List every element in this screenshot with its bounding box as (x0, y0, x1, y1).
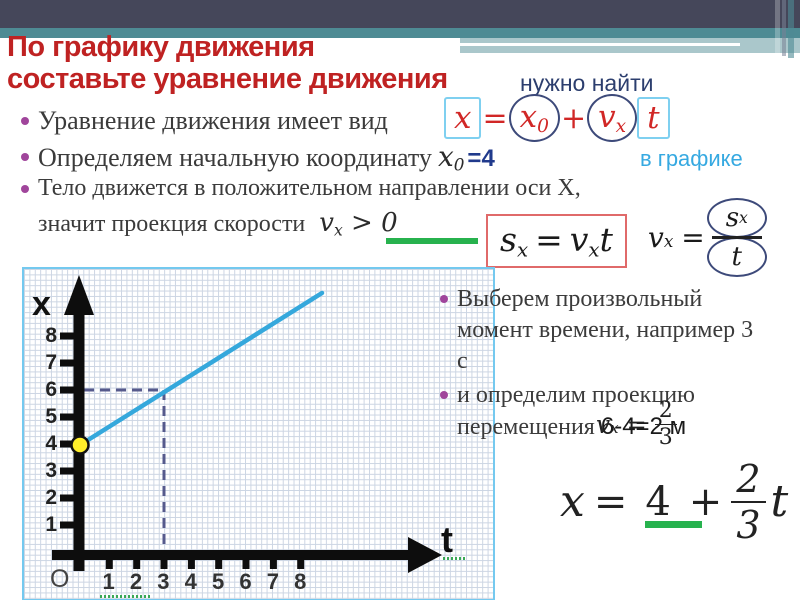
y-tick-4: 4 (45, 432, 57, 455)
sx-term: sx (500, 220, 529, 262)
right-bullet-2: и определим проекцию перемещения 6-4=2 м (440, 380, 756, 443)
green-underline (386, 238, 478, 244)
start-point-marker (70, 435, 90, 455)
spellcheck-squiggle (443, 557, 465, 560)
x-axis-arrow-icon (408, 537, 442, 573)
plus-sign: + (560, 100, 587, 136)
final-motion-equation: x = 4 + 2 3 t (560, 450, 788, 553)
fraction-two-thirds: 2 3 (654, 398, 677, 451)
y-tick-5: 5 (45, 405, 57, 428)
vx-highlight-ellipse: vx (587, 94, 638, 143)
x0-symbol: x0 (437, 140, 465, 175)
graph-drawing (52, 275, 442, 573)
y-tick-6: 6 (45, 378, 57, 401)
x-axis-label: t (441, 519, 453, 560)
spellcheck-squiggle (100, 595, 150, 598)
y-axis-label: x (32, 285, 51, 323)
bullet-icon (440, 391, 448, 399)
bullet-line-2: Определяем начальную координату x0 =4 (21, 140, 495, 175)
right-bullet-list: Выберем произвольный момент времени, нап… (440, 284, 756, 446)
bullet-icon (21, 153, 29, 162)
equals-sign: = (482, 100, 508, 136)
corner-stripe (775, 0, 780, 53)
x-axis (52, 550, 410, 560)
fraction-bar (711, 236, 762, 239)
header-band-teal (0, 28, 800, 38)
vx-positive-expression: vx > 0 (319, 208, 398, 240)
annotation-in-graph: в графике (640, 146, 743, 171)
title-line-2: составьте уравнение движения (7, 63, 448, 95)
displacement-equation-box: sx = vxt (486, 214, 627, 268)
bullet-line-3: Тело движется в положительном направлени… (21, 175, 581, 202)
bullet-icon (440, 295, 448, 303)
t-circle: t (706, 237, 767, 277)
intercept-value: 4 (645, 478, 671, 525)
bullet-line-1: Уравнение движения имеет вид (21, 106, 388, 136)
x0-highlight-ellipse: x0 (508, 94, 560, 143)
x-tick-4: 4 (184, 569, 197, 594)
x-tick-1: 1 (102, 569, 115, 594)
right-bullet-1-text: Выберем произвольный момент времени, нап… (457, 286, 754, 374)
corner-stripe (782, 0, 786, 56)
slide-title: По графику движения составьте уравнение … (7, 31, 448, 95)
bullet-1-text: Уравнение движения имеет вид (38, 106, 388, 135)
y-axis-arrow-icon (64, 275, 94, 315)
bullet-2-text: Определяем начальную координату (38, 143, 432, 172)
y-tick-1: 1 (45, 513, 57, 536)
header-band-white-stripe (460, 43, 740, 46)
origin-label: O (50, 565, 70, 593)
fraction-two-thirds: 2 3 (731, 457, 766, 547)
y-tick-8: 8 (45, 324, 57, 347)
motion-graph: x t O 8 7 6 5 4 3 2 1 1 2 3 4 5 6 7 8 (22, 267, 495, 600)
x-tick-3: 3 (157, 569, 170, 594)
corner-stripe (788, 0, 794, 58)
x-highlight-box: x (444, 97, 482, 140)
t-term: t (770, 476, 789, 527)
equals-sign: = (593, 478, 628, 525)
y-tick-3: 3 (45, 459, 57, 482)
right-bullet-2-text: и определим проекцию перемещения 6-4=2 м (457, 382, 695, 440)
bullet-icon (21, 117, 29, 125)
x-tick-marks (105, 560, 305, 569)
bullet-4-text: значит проекция скорости (38, 211, 306, 237)
x-tick-2: 2 (129, 569, 143, 594)
green-underline (645, 521, 702, 528)
equation-of-motion: x = x0 + vx t (444, 94, 670, 143)
x-tick-8: 8 (294, 569, 307, 594)
right-bullet-1: Выберем произвольный момент времени, нап… (440, 284, 756, 377)
t-highlight-box: t (637, 97, 670, 140)
x-tick-6: 6 (239, 569, 252, 594)
y-tick-marks (60, 332, 74, 529)
equals-sign: = (535, 220, 563, 259)
motion-line (77, 290, 325, 448)
plus-sign: + (688, 478, 723, 525)
x-tick-7: 7 (266, 569, 279, 594)
y-tick-2: 2 (45, 486, 57, 509)
x-tick-labels: 1 2 3 4 5 6 7 8 (95, 568, 314, 596)
y-tick-labels: 8 7 6 5 4 3 2 1 (24, 322, 57, 538)
bullet-line-4: значит проекция скорости vx > 0 (38, 208, 398, 239)
header-band-dark (0, 0, 800, 28)
bullet-icon (21, 184, 29, 193)
x0-value: =4 (467, 145, 495, 172)
equals-sign: = (626, 410, 647, 439)
bullet-3-text: Тело движется в положительном направлени… (38, 175, 581, 201)
displacement-calculation: 6-4=2 м (600, 413, 687, 440)
x-term: x (560, 476, 585, 527)
annotation-need-to-find: нужно найти (520, 70, 654, 96)
x-tick-5: 5 (211, 569, 225, 594)
y-tick-7: 7 (45, 351, 57, 374)
title-line-1: По графику движения (7, 31, 315, 63)
vxt-term: vxt (569, 220, 613, 262)
